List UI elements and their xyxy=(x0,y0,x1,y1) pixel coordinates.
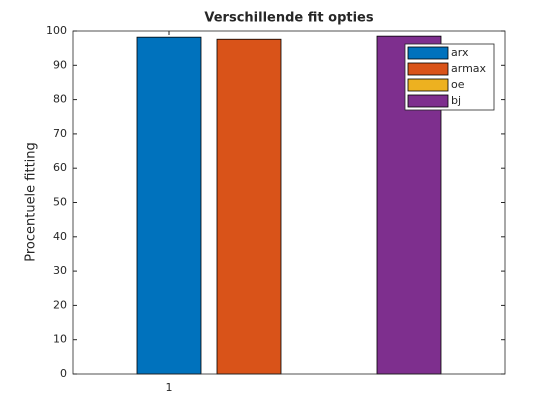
y-tick-label: 0 xyxy=(60,367,67,380)
chart-title: Verschillende fit opties xyxy=(204,11,373,26)
y-tick-label: 100 xyxy=(46,24,67,37)
legend-label: armax xyxy=(451,62,487,75)
legend-swatch xyxy=(407,78,449,92)
y-tick-label: 20 xyxy=(53,298,67,311)
y-tick-label: 50 xyxy=(53,196,67,209)
y-tick-label: 40 xyxy=(53,230,67,243)
bar xyxy=(136,36,202,375)
legend-label: oe xyxy=(451,78,465,91)
bar xyxy=(216,38,282,375)
legend-swatch xyxy=(407,62,449,76)
y-tick-label: 10 xyxy=(53,333,67,346)
y-tick-label: 80 xyxy=(53,93,67,106)
legend-label: bj xyxy=(451,94,461,107)
legend-swatch xyxy=(407,94,449,108)
legend-label: arx xyxy=(451,46,469,59)
x-tick-label: 1 xyxy=(166,381,173,394)
legend-swatch xyxy=(407,46,449,60)
y-axis-label: Procentuele fitting xyxy=(24,142,39,262)
y-tick-label: 90 xyxy=(53,58,67,71)
y-tick-label: 60 xyxy=(53,161,67,174)
axes-box xyxy=(72,30,506,375)
y-tick-label: 70 xyxy=(53,127,67,140)
y-tick-label: 30 xyxy=(53,264,67,277)
